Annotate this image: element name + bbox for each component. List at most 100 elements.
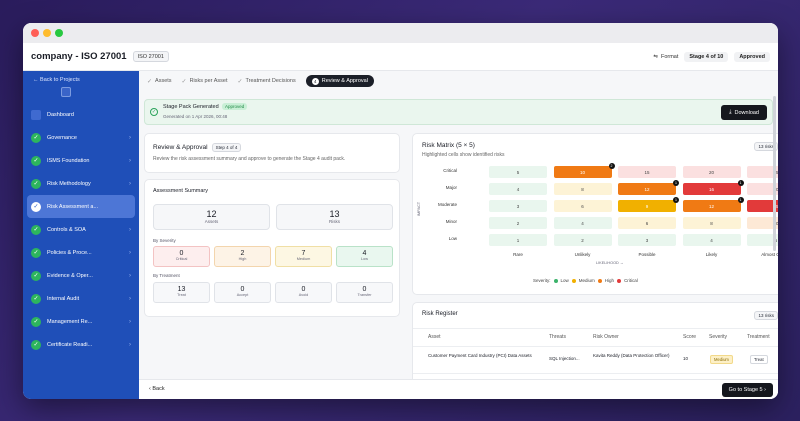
sidebar-item-dashboard[interactable]: Dashboard — [23, 103, 139, 126]
matrix-cell[interactable]: 12 1 — [682, 197, 744, 212]
sidebar-item-governance[interactable]: ✓ Governance › — [23, 126, 139, 149]
step-number: 4 — [311, 77, 319, 85]
risk-count-marker: 1 — [737, 180, 744, 186]
severity-critical: 0 Critical — [153, 246, 210, 267]
matrix-cell[interactable]: 6 — [553, 200, 612, 212]
sidebar-item-label: ISMS Foundation — [47, 157, 90, 164]
scrollbar[interactable] — [773, 96, 776, 251]
matrix-cell[interactable]: 3 — [618, 234, 676, 246]
severity-high: 2 High — [214, 246, 271, 267]
col-treatment[interactable]: Treatment — [747, 334, 770, 340]
summary-title: Assessment Summary — [153, 188, 209, 194]
back-to-projects-link[interactable]: ← Back to Projects — [33, 77, 80, 83]
tab-risks-per-asset[interactable]: ✓ Risks per Asset — [182, 78, 228, 85]
matrix-cell[interactable]: 12 1 — [618, 180, 679, 195]
minimize-window-button[interactable] — [43, 29, 51, 37]
risk-count-marker: 1 — [673, 180, 679, 186]
download-button[interactable]: ⤓ Download — [721, 105, 767, 120]
col-asset[interactable]: Asset — [428, 334, 441, 340]
close-window-button[interactable] — [31, 29, 39, 37]
severity-low: 4 Low — [336, 246, 393, 267]
cell-score: 8 — [581, 186, 584, 192]
chevron-right-icon: › — [129, 180, 131, 187]
tab-review-approval[interactable]: 4 Review & Approval — [305, 75, 374, 87]
col-threats[interactable]: Threats — [549, 334, 566, 340]
check-icon: ✓ — [31, 339, 41, 350]
app-window: company - ISO 27001 ISO 27001 ⇋ Format St… — [23, 23, 778, 399]
by-treatment-label: By Treatment — [153, 273, 180, 278]
col-severity[interactable]: Severity — [709, 334, 728, 340]
high-label: High — [238, 257, 247, 261]
medium-count: 7 — [301, 250, 306, 257]
row-label: Major — [445, 185, 457, 190]
tab-treatment-decisions[interactable]: ✓ Treatment Decisions — [237, 78, 295, 85]
cell-score: 20 — [708, 169, 714, 175]
col-label: Almost Certain — [761, 252, 778, 257]
sidebar-item-risk-methodology[interactable]: ✓ Risk Methodology › — [23, 172, 139, 195]
matrix-cell[interactable]: 15 — [618, 166, 676, 178]
assets-label: Assets — [204, 219, 219, 224]
severity-badge: Medium — [710, 355, 733, 364]
cell-score: 3 — [516, 203, 520, 209]
matrix-cell[interactable]: 3 — [489, 200, 547, 212]
transfer-label: Transfer — [357, 293, 372, 297]
col-risk-owner[interactable]: Risk Owner — [593, 334, 619, 340]
tab-assets[interactable]: ✓ Assets — [147, 78, 172, 85]
sidebar-item-policies[interactable]: ✓ Policies & Proce... › — [23, 241, 139, 264]
matrix-cell[interactable]: 1 — [489, 234, 547, 246]
dashboard-icon — [31, 109, 41, 120]
sidebar-item-label: Governance — [47, 134, 77, 141]
matrix-cell[interactable]: 10 2 — [553, 163, 615, 178]
matrix-cell[interactable]: 20 — [682, 166, 741, 178]
sidebar-item-certificate-readiness[interactable]: ✓ Certificate Readi... › — [23, 333, 139, 356]
format-button[interactable]: ⇋ Format — [653, 54, 678, 60]
go-to-stage-5-button[interactable]: Go to Stage 5 › — [721, 383, 773, 397]
cell-score: 6 — [581, 203, 584, 209]
matrix-cell[interactable]: 4 — [553, 217, 612, 229]
sidebar-item-isms-foundation[interactable]: ✓ ISMS Foundation › — [23, 149, 139, 172]
project-icon[interactable] — [61, 87, 71, 97]
review-description: Review the risk assessment summary and a… — [153, 156, 346, 162]
main-content: ✓ Assets ✓ Risks per Asset ✓ Treatment Deci… — [139, 71, 778, 399]
critical-label: Critical — [175, 257, 188, 261]
col-score[interactable]: Score — [683, 334, 697, 340]
chevron-right-icon: › — [129, 272, 131, 279]
check-circle-icon: ✓ — [150, 108, 158, 116]
legend-low: Low — [560, 278, 569, 283]
cell-score: 4 — [516, 186, 520, 192]
maximize-window-button[interactable] — [55, 29, 63, 37]
assets-stat: 12 Assets — [153, 204, 270, 230]
sidebar-item-internal-audit[interactable]: ✓ Internal Audit › — [23, 287, 139, 310]
matrix-cell[interactable]: 2 — [553, 234, 612, 246]
sidebar-item-controls-soa[interactable]: ✓ Controls & SOA › — [23, 218, 139, 241]
matrix-cell[interactable]: 16 1 — [682, 180, 744, 195]
format-icon: ⇋ — [653, 53, 658, 60]
sidebar-item-evidence[interactable]: ✓ Evidence & Oper... › — [23, 264, 139, 287]
check-icon: ✓ — [31, 178, 41, 189]
sidebar: ← Back to Projects Dashboard ✓ Governance… — [23, 71, 139, 399]
sidebar-item-management-review[interactable]: ✓ Management Re... › — [23, 310, 139, 333]
tab-label: Assets — [155, 78, 172, 84]
row-score: 10 — [683, 356, 689, 361]
x-axis-label: LIKELIHOOD → — [596, 261, 624, 265]
sidebar-item-label: Internal Audit — [47, 295, 80, 302]
matrix-cell[interactable]: 4 — [682, 234, 741, 246]
col-label: Rare — [513, 252, 523, 257]
matrix-count-badge: 13 risks — [754, 142, 778, 151]
check-icon: ✓ — [31, 155, 41, 166]
matrix-cell[interactable]: 4 — [489, 183, 547, 195]
matrix-cell[interactable]: 8 — [682, 217, 741, 229]
chevron-right-icon: › — [129, 226, 131, 233]
matrix-cell[interactable]: 6 — [618, 217, 676, 229]
risks-label: Risks — [329, 219, 340, 224]
status-badge: Approved — [734, 51, 770, 62]
risk-count-marker: 2 — [608, 163, 615, 169]
matrix-cell[interactable]: 2 — [489, 217, 547, 229]
back-button[interactable]: ‹ Back — [149, 386, 165, 392]
matrix-cell[interactable]: 8 — [553, 183, 612, 195]
matrix-cell[interactable]: 5 — [489, 166, 547, 178]
stage-tabs: ✓ Assets ✓ Risks per Asset ✓ Treatment Deci… — [139, 71, 778, 91]
approved-badge: Approved — [222, 103, 248, 110]
sidebar-item-risk-assessment[interactable]: ✓ Risk Assessment a... — [27, 195, 135, 218]
